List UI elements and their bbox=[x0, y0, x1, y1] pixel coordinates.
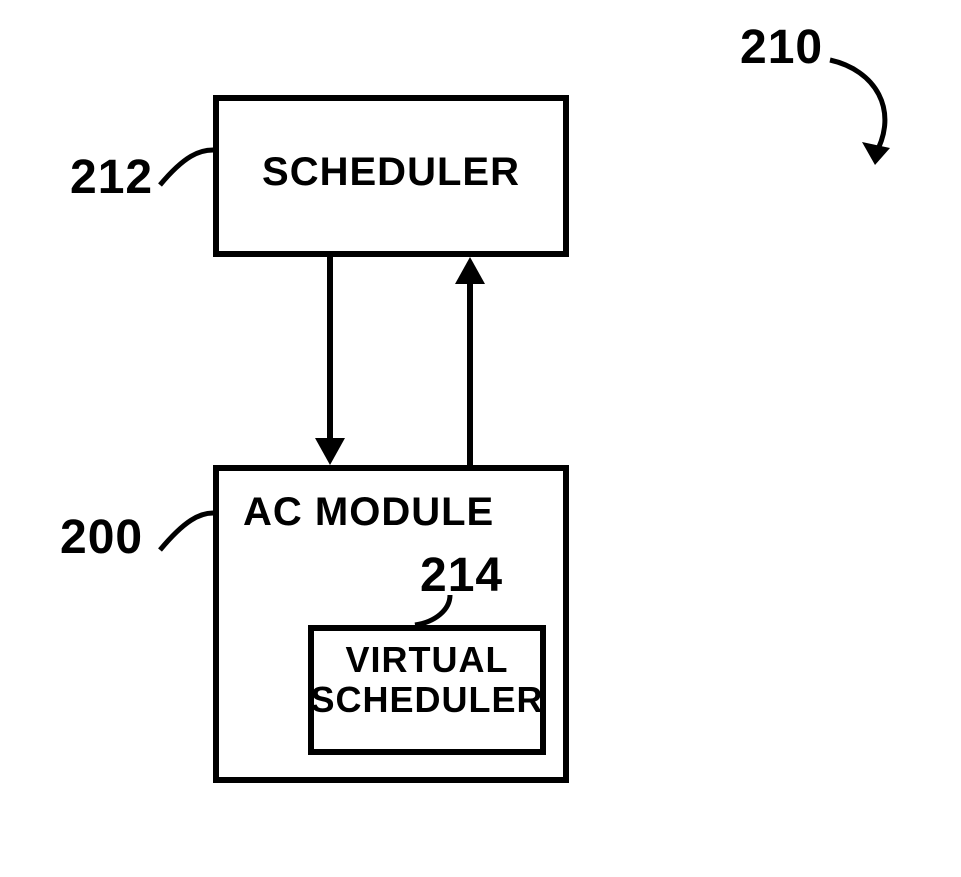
leader-210-head bbox=[862, 142, 890, 165]
leader-212 bbox=[160, 150, 213, 185]
diagram-canvas: SCHEDULER AC MODULE VIRTUAL SCHEDULER 21… bbox=[0, 0, 961, 877]
arrows-svg bbox=[0, 0, 961, 877]
arrow-up-head bbox=[455, 257, 485, 284]
leader-200 bbox=[160, 513, 213, 550]
arrow-down-head bbox=[315, 438, 345, 465]
leader-214 bbox=[415, 595, 450, 625]
leader-210 bbox=[830, 60, 885, 155]
